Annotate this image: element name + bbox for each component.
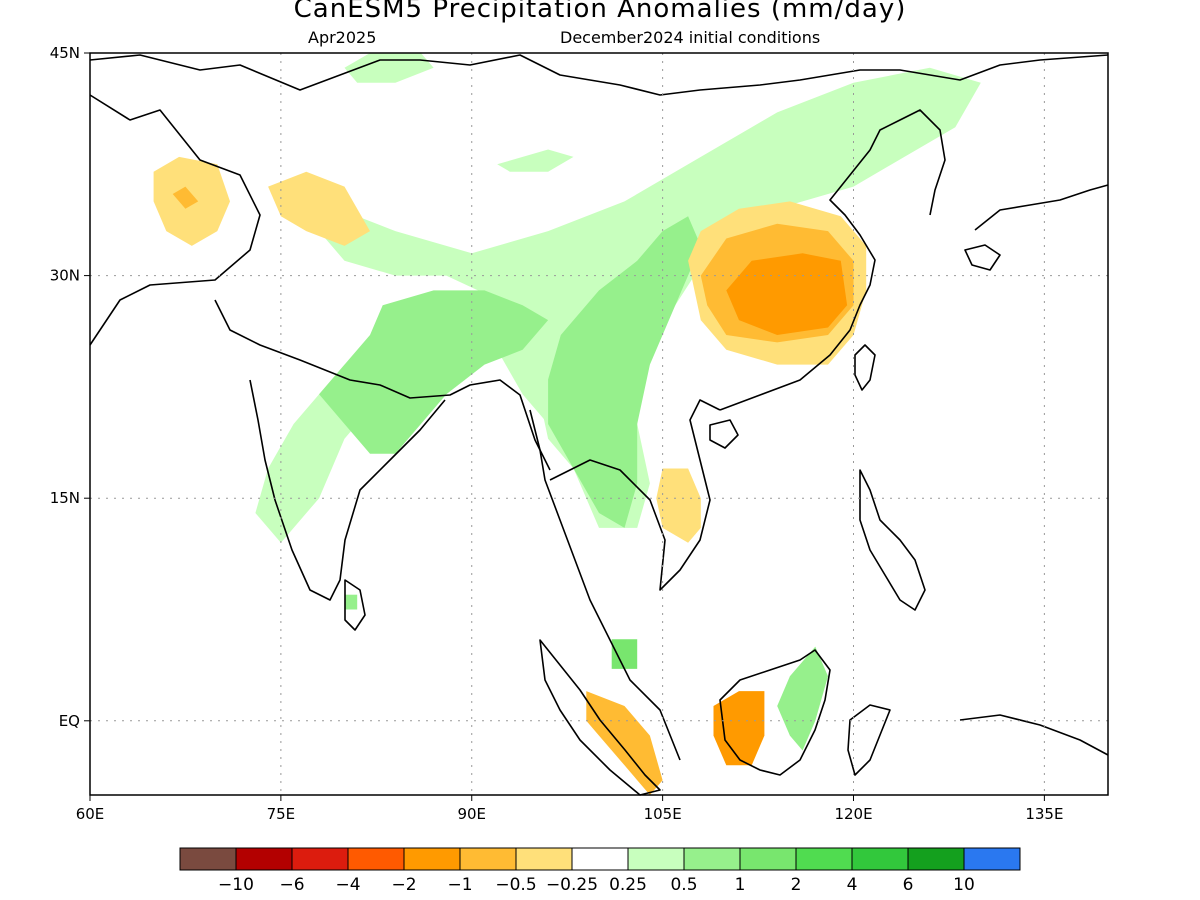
y-tick-label: EQ: [59, 712, 80, 730]
colorbar-swatch: [571, 847, 629, 871]
y-tick-label: 30N: [50, 267, 80, 285]
init-conditions-label: December2024 initial conditions: [560, 28, 821, 47]
valid-month-label: Apr2025: [308, 28, 377, 47]
colorbar-label: −0.5: [495, 875, 536, 895]
y-tick-label: 15N: [50, 489, 80, 507]
anomaly-region-afghan-orange: [172, 186, 199, 209]
anomaly-region-sumatra-orange: [586, 691, 663, 795]
colorbar-label: 4: [847, 875, 858, 895]
latitude-ticks: 45N 30N 15N EQ: [50, 44, 90, 730]
colorbar-label: 1: [735, 875, 746, 895]
colorbar-swatch: [459, 847, 517, 871]
anomaly-region-malaya-green: [611, 639, 638, 669]
coastlines: [89, 54, 1109, 796]
colorbar-swatch: [179, 847, 237, 871]
colorbar-label: 2: [791, 875, 802, 895]
colorbar-swatch: [963, 847, 1021, 871]
colorbar-label: −10: [218, 875, 254, 895]
colorbar-label: 0.5: [670, 875, 697, 895]
colorbar-swatch: [515, 847, 573, 871]
y-tick-label: 45N: [50, 44, 80, 62]
colorbar: −10 −6 −4 −2 −1 −0.5 −0.25 0.25 0.5 1 2 4 6 10: [179, 847, 1021, 895]
anomaly-region-borneo-green: [777, 646, 828, 751]
anomaly-region-china-orange-core: [726, 253, 848, 335]
colorbar-swatch: [795, 847, 853, 871]
colorbar-label: −0.25: [546, 875, 598, 895]
map-frame: [89, 52, 1109, 796]
x-tick-label: 135E: [1025, 805, 1063, 823]
colorbar-swatch: [739, 847, 797, 871]
colorbar-label: 10: [953, 875, 975, 895]
colorbar-swatch: [907, 847, 965, 871]
colorbar-label: 6: [903, 875, 914, 895]
anomaly-region-sri-lanka-green: [344, 594, 358, 610]
x-tick-label: 75E: [267, 805, 296, 823]
colorbar-swatch: [627, 847, 685, 871]
x-tick-label: 90E: [457, 805, 486, 823]
x-tick-label: 105E: [644, 805, 682, 823]
chart-title: CanESM5 Precipitation Anomalies (mm/day): [293, 0, 907, 24]
colorbar-label: −1: [447, 875, 472, 895]
colorbar-swatch: [683, 847, 741, 871]
anomaly-region-kashmir-yellow: [268, 171, 370, 246]
anomaly-regions: [153, 53, 981, 795]
colorbar-swatch: [347, 847, 405, 871]
x-tick-label: 60E: [76, 805, 105, 823]
anomaly-region-tarim-green-blob: [497, 149, 574, 172]
x-tick-label: 120E: [834, 805, 872, 823]
colorbar-label: 0.25: [609, 875, 647, 895]
colorbar-swatch: [403, 847, 461, 871]
colorbar-label: −6: [279, 875, 304, 895]
colorbar-label: −2: [391, 875, 416, 895]
colorbar-swatch: [235, 847, 293, 871]
anomaly-region-borneo-orange: [713, 691, 765, 766]
graticule-grid: [90, 53, 1108, 795]
colorbar-swatch: [291, 847, 349, 871]
colorbar-swatch: [851, 847, 909, 871]
colorbar-label: −4: [335, 875, 360, 895]
anomaly-region-india-green: [319, 290, 549, 454]
anomaly-region-laos-yellow: [656, 468, 701, 543]
longitude-ticks: 60E 75E 90E 105E 120E 135E: [76, 795, 1063, 823]
